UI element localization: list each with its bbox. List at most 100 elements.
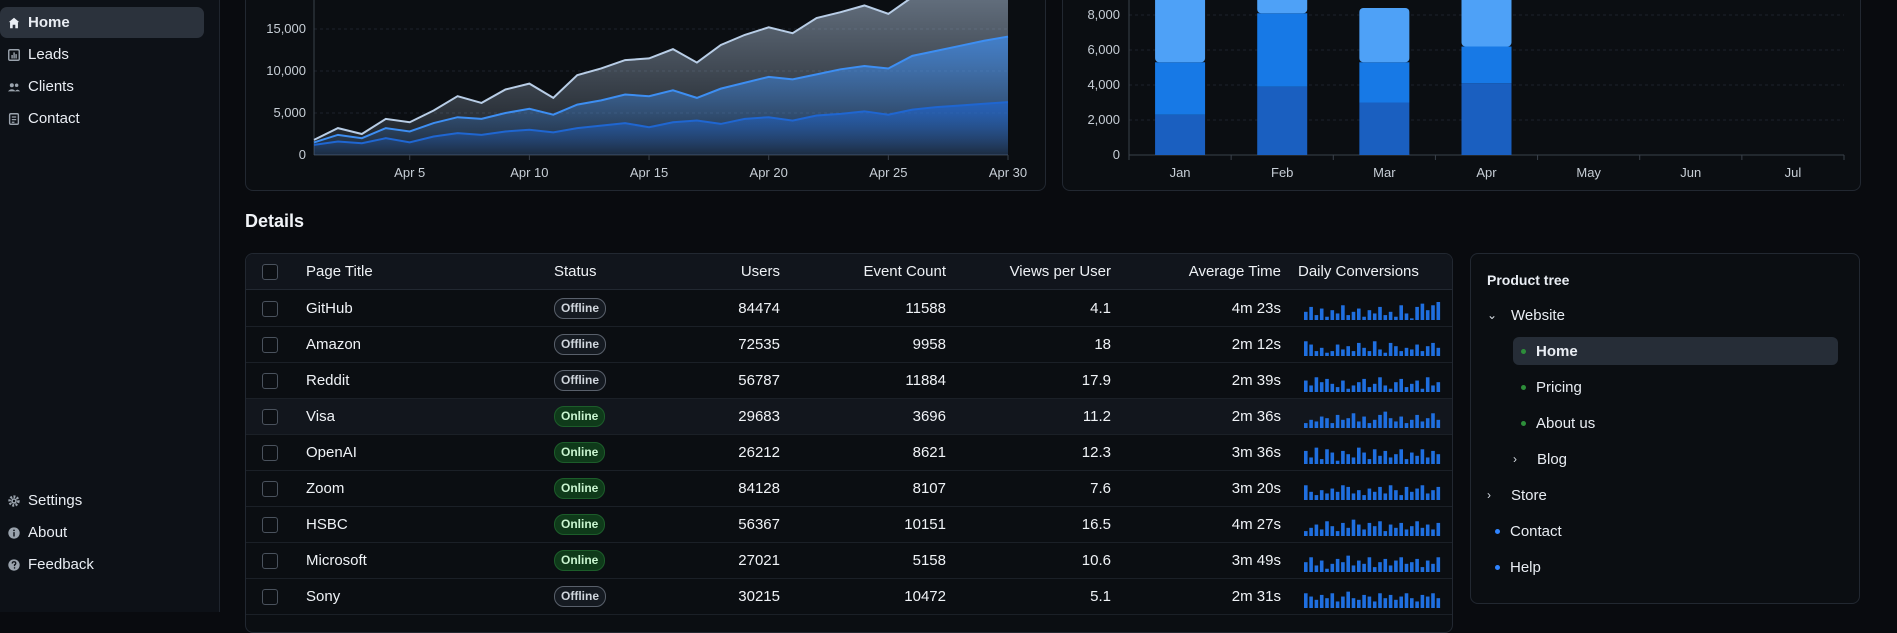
header-event-count[interactable]: Event Count xyxy=(863,263,946,280)
sparkline-bar xyxy=(1431,593,1435,608)
sparkline-bar xyxy=(1330,383,1335,392)
sparkline-bar xyxy=(1325,568,1329,572)
sparkline-bar xyxy=(1383,352,1388,356)
cell-event-count: 8107 xyxy=(912,480,946,497)
sparkline-bar xyxy=(1404,486,1409,500)
sparkline-bar xyxy=(1404,387,1409,392)
sidebar-item-home[interactable]: Home xyxy=(0,7,204,38)
sparkline-bar xyxy=(1410,562,1414,572)
sparkline-bar xyxy=(1420,485,1425,500)
row-checkbox[interactable] xyxy=(262,337,278,353)
sparkline-bar xyxy=(1436,454,1441,464)
sparkline-bar xyxy=(1404,313,1409,320)
table-row[interactable]: Sony Offline 30215 10472 5.1 2m 31s xyxy=(246,579,1452,615)
table-row[interactable]: Zoom Online 84128 8107 7.6 3m 20s xyxy=(246,471,1452,507)
sparkline-bar xyxy=(1388,311,1393,320)
help-icon xyxy=(0,558,28,572)
header-views-per-user[interactable]: Views per User xyxy=(1009,263,1111,280)
table-row[interactable]: Reddit Offline 56787 11884 17.9 2m 39s xyxy=(246,363,1452,399)
sparkline-bar xyxy=(1378,455,1382,464)
sparkline-bar xyxy=(1309,306,1313,320)
sparkline-bar xyxy=(1425,346,1430,356)
sparkline-bar xyxy=(1325,352,1329,356)
sparkline-bar xyxy=(1372,526,1377,536)
cell-event-count: 5158 xyxy=(912,552,946,569)
tree-item-help[interactable]: Help xyxy=(1495,553,1541,581)
status-badge: Online xyxy=(554,514,606,535)
tree-item-store[interactable]: › Store xyxy=(1487,481,1547,509)
tree-item-home[interactable]: Home xyxy=(1513,337,1838,365)
sparkline-bar xyxy=(1351,351,1356,356)
cell-page-title: Zoom xyxy=(306,480,345,497)
sparkline-bar xyxy=(1378,349,1382,356)
sparkline-bar xyxy=(1436,302,1441,320)
sidebar-item-leads[interactable]: Leads xyxy=(0,39,204,70)
sparkline-bar xyxy=(1415,306,1419,320)
sparkline-bar xyxy=(1351,598,1356,608)
sparkline-bar xyxy=(1436,382,1441,392)
row-checkbox[interactable] xyxy=(262,301,278,317)
tree-item-about-us[interactable]: About us xyxy=(1521,409,1595,437)
row-checkbox[interactable] xyxy=(262,553,278,569)
sparkline-bar xyxy=(1319,308,1324,320)
cell-users: 72535 xyxy=(738,336,780,353)
x-tick-label: Apr 25 xyxy=(869,165,907,180)
row-checkbox[interactable] xyxy=(262,409,278,425)
cell-average-time: 2m 36s xyxy=(1231,408,1281,425)
tree-item-pricing[interactable]: Pricing xyxy=(1521,373,1582,401)
row-checkbox[interactable] xyxy=(262,373,278,389)
sidebar-item-clients[interactable]: Clients xyxy=(0,71,204,102)
sparkline-bar xyxy=(1436,522,1441,536)
sparkline-bar xyxy=(1325,378,1329,392)
table-row[interactable]: HSBC Online 56367 10151 16.5 4m 27s xyxy=(246,507,1452,543)
table-row[interactable]: Amazon Offline 72535 9958 18 2m 12s xyxy=(246,327,1452,363)
table-row[interactable]: Microsoft Online 27021 5158 10.6 3m 49s xyxy=(246,543,1452,579)
tree-item-label: Blog xyxy=(1537,450,1568,468)
sparkline-bar xyxy=(1362,316,1366,320)
sidebar-item-about[interactable]: About xyxy=(0,517,204,548)
row-checkbox[interactable] xyxy=(262,445,278,461)
header-users[interactable]: Users xyxy=(740,263,780,280)
sparkline-bar xyxy=(1399,351,1403,356)
row-checkbox[interactable] xyxy=(262,517,278,533)
sparkline-bar xyxy=(1319,347,1324,356)
home-icon xyxy=(0,16,28,30)
tree-item-contact[interactable]: Contact xyxy=(1495,517,1562,545)
sparkline-bar xyxy=(1399,522,1403,536)
sparkline-bar xyxy=(1314,524,1319,536)
sparkline-bar xyxy=(1351,385,1356,392)
cell-page-title: OpenAI xyxy=(306,444,357,461)
area-chart-panel: 0 5,000 10,000 15,000 Apr 5 Apr 10 Apr 15 Apr 2… xyxy=(245,0,1046,191)
sparkline-bar xyxy=(1415,414,1419,428)
sparkline-bar xyxy=(1383,598,1388,608)
header-average-time[interactable]: Average Time xyxy=(1188,263,1281,280)
tree-item-website[interactable]: ⌄ Website xyxy=(1487,301,1565,329)
y-tick-label: 5,000 xyxy=(273,105,306,120)
sidebar-item-feedback[interactable]: Feedback xyxy=(0,549,204,580)
sidebar-item-settings[interactable]: Settings xyxy=(0,485,204,516)
sidebar-item-contact[interactable]: Contact xyxy=(0,103,204,134)
gear-icon xyxy=(0,494,28,508)
header-status[interactable]: Status xyxy=(554,263,597,280)
table-row[interactable]: GitHub Offline 84474 11588 4.1 4m 23s xyxy=(246,291,1452,327)
header-page-title[interactable]: Page Title xyxy=(306,263,373,280)
sparkline-bar xyxy=(1314,565,1319,572)
sparkline-bar xyxy=(1415,380,1419,392)
table-row[interactable]: OpenAI Online 26212 8621 12.3 3m 36s xyxy=(246,435,1452,471)
y-tick-label: 0 xyxy=(299,147,306,162)
sparkline-bar xyxy=(1357,421,1361,428)
header-daily-conversions[interactable]: Daily Conversions xyxy=(1298,263,1419,280)
bar-segment xyxy=(1359,102,1410,155)
sparkline-bar xyxy=(1420,388,1425,392)
sparkline-bar xyxy=(1362,563,1366,572)
table-row[interactable]: Visa Online 29683 3696 11.2 2m 36s xyxy=(246,399,1452,435)
row-checkbox[interactable] xyxy=(262,481,278,497)
sparkline-bar xyxy=(1346,418,1350,428)
row-checkbox[interactable] xyxy=(262,589,278,605)
sparkline-bar xyxy=(1378,306,1382,320)
select-all-checkbox[interactable] xyxy=(262,264,278,280)
sparkline-bar xyxy=(1431,529,1435,536)
tree-item-blog[interactable]: › Blog xyxy=(1513,445,1567,473)
x-tick-label: Jan xyxy=(1170,165,1191,180)
sparkline-bar xyxy=(1304,531,1308,536)
